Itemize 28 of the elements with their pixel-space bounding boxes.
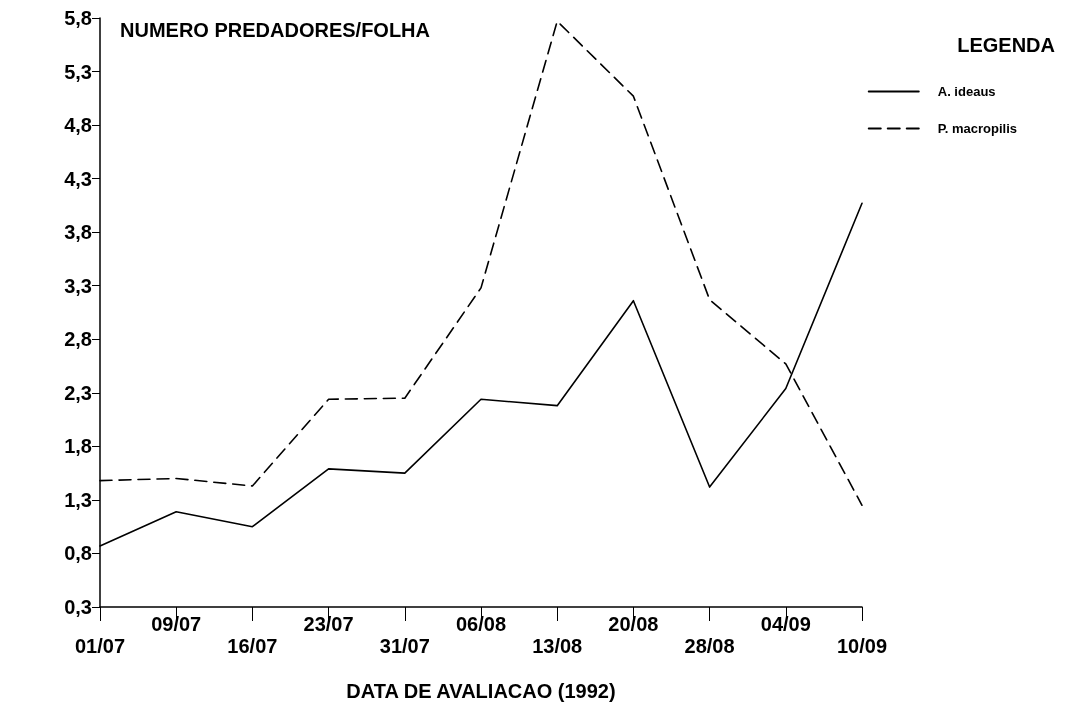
x-tick-label: 13/08 (532, 635, 583, 657)
x-tick-label: 06/08 (455, 613, 507, 635)
x-tick-label: 09/07 (151, 613, 202, 635)
legend-label: A. ideaus (937, 84, 996, 99)
x-tick-label: 16/07 (227, 635, 278, 657)
y-tick-label: 4,3 (64, 167, 92, 190)
y-tick-label: 0,8 (64, 542, 92, 565)
x-tick-label: 28/08 (684, 635, 735, 657)
y-tick-label: 5,8 (64, 7, 92, 29)
y-tick-label: 5,3 (64, 60, 92, 83)
y-tick-label: 2,8 (64, 328, 92, 351)
y-tick-label: 4,8 (64, 114, 92, 137)
x-tick-label: 31/07 (379, 635, 430, 657)
x-tick-label: 23/07 (303, 613, 354, 635)
x-tick-label: 10/09 (836, 635, 888, 657)
x-axis-title: DATA DE AVALIACAO (1992) (346, 680, 616, 702)
legend-title: LEGENDA (957, 34, 1056, 56)
y-tick-label: 3,3 (64, 274, 92, 297)
x-tick-label: 01/07 (74, 635, 126, 657)
y-tick-label: 3,8 (64, 221, 92, 244)
y-tick-label: 1,3 (64, 488, 92, 511)
legend-label: P. macropilis (937, 121, 1018, 136)
x-tick-label: 20/08 (608, 613, 659, 635)
y-tick-label: 0,3 (64, 596, 92, 618)
y-tick-label: 2,3 (64, 381, 92, 404)
y-axis-title: NUMERO PREDADORES/FOLHA (120, 19, 431, 41)
y-tick-label: 1,8 (64, 435, 92, 458)
x-tick-label: 04/09 (760, 613, 811, 635)
